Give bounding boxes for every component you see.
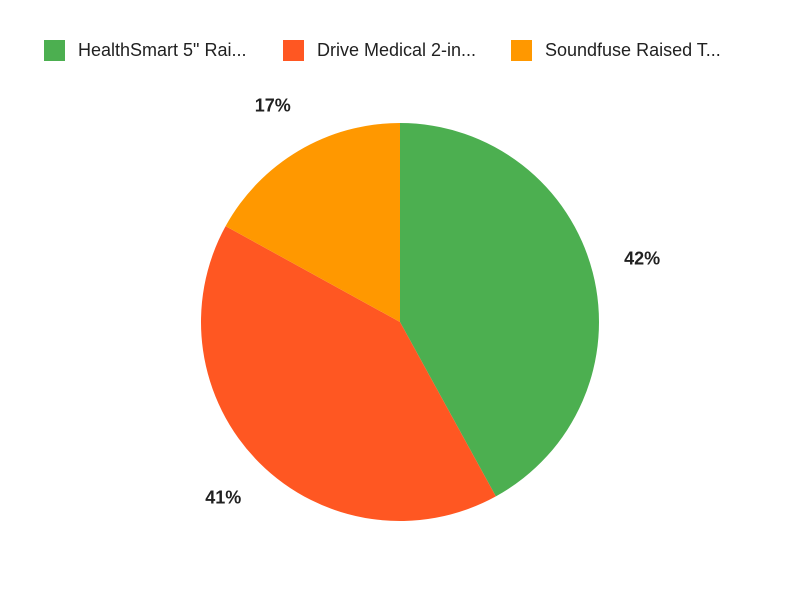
pie-slice — [225, 123, 400, 322]
slice-label: 42% — [624, 249, 660, 269]
legend-label: Soundfuse Raised T... — [545, 40, 721, 60]
slice-label: 41% — [205, 488, 241, 508]
pie-slice — [200, 226, 496, 522]
pie-slice — [400, 123, 599, 497]
legend-label: Drive Medical 2-in... — [317, 40, 476, 60]
slice-label: 17% — [255, 96, 291, 116]
legend-swatch — [511, 40, 532, 61]
legend-label: HealthSmart 5" Rai... — [78, 40, 246, 60]
legend-swatch — [283, 40, 304, 61]
legend-swatch — [44, 40, 65, 61]
